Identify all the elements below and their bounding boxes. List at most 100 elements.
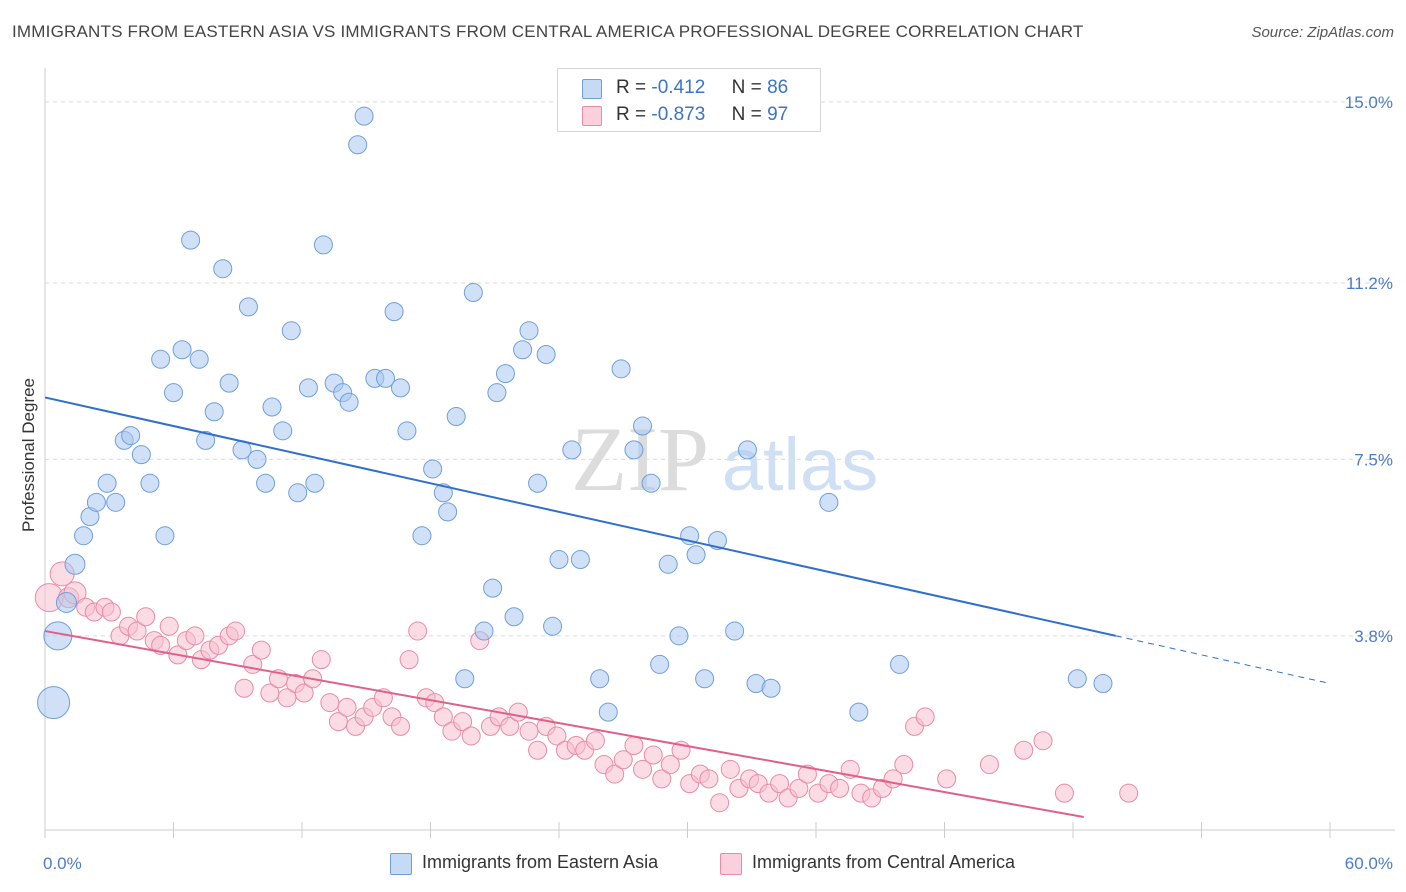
eastern-asia-point	[121, 426, 141, 446]
central-america-point	[789, 778, 809, 798]
eastern-asia-point	[1093, 674, 1113, 694]
eastern-asia-point	[455, 669, 475, 689]
eastern-asia-point	[611, 359, 631, 379]
central-america-point	[528, 740, 548, 760]
x-tick-label: 60.0%	[1345, 854, 1393, 873]
central-america-point	[408, 621, 428, 641]
eastern-asia-point	[219, 373, 239, 393]
grid	[45, 101, 1390, 637]
eastern-asia-point	[74, 526, 94, 546]
central-america-point	[519, 721, 539, 741]
eastern-asia-point	[590, 669, 610, 689]
eastern-asia-point	[513, 340, 533, 360]
central-america-point	[547, 726, 567, 746]
trend-lines	[44, 396, 1331, 818]
central-america-trend-line	[44, 630, 1084, 818]
central-america-point	[720, 759, 740, 779]
n-label: N =	[731, 104, 762, 125]
blue-swatch	[582, 79, 602, 99]
eastern-asia-point	[106, 492, 126, 512]
central-america-point	[770, 774, 790, 794]
eastern-asia-point	[562, 440, 582, 460]
eastern-asia-point	[669, 626, 689, 646]
pink-swatch	[720, 853, 742, 875]
central-america-point	[797, 764, 817, 784]
central-america-point	[937, 769, 957, 789]
legend-label: Immigrants from Central America	[752, 852, 1016, 872]
y-axis-label: Professional Degree	[19, 378, 38, 532]
central-america-point	[585, 731, 605, 751]
central-america-point	[453, 712, 473, 732]
eastern-asia-point	[151, 349, 171, 369]
central-america-point	[643, 745, 663, 765]
y-tick-labels: 3.8% 7.5% 11.2% 15.0%	[1345, 93, 1393, 646]
central-america-point	[234, 678, 254, 698]
eastern-asia-point	[624, 440, 644, 460]
x-tick-labels: 0.0% 60.0%	[43, 854, 1393, 873]
eastern-asia-point	[433, 483, 453, 503]
eastern-asia-point	[384, 302, 404, 322]
eastern-asia-point	[543, 616, 563, 636]
eastern-asia-point	[519, 321, 539, 341]
y-tick-label: 11.2%	[1346, 274, 1393, 293]
central-america-point	[894, 755, 914, 775]
pink-swatch	[582, 106, 602, 126]
eastern-asia-point	[412, 526, 432, 546]
central-america-point	[433, 707, 453, 727]
eastern-asia-point	[37, 686, 71, 720]
eastern-asia-point	[528, 473, 548, 493]
n-value: 86	[767, 77, 789, 98]
central-america-point	[391, 716, 411, 736]
central-america-point	[652, 769, 672, 789]
central-america-point	[101, 602, 121, 622]
central-america-points	[34, 561, 1139, 813]
y-tick-label: 7.5%	[1354, 450, 1393, 469]
central-america-point	[500, 716, 520, 736]
x-tick-label: 0.0%	[43, 854, 82, 873]
eastern-asia-point	[273, 421, 293, 441]
central-america-point	[624, 735, 644, 755]
eastern-asia-point	[376, 368, 396, 388]
eastern-asia-point	[348, 135, 368, 155]
n-label: N =	[731, 77, 762, 98]
central-america-point	[830, 778, 850, 798]
stats-legend: R = -0.412 N = 86 R = -0.873 N = 97	[557, 68, 821, 132]
eastern-asia-point	[288, 483, 308, 503]
eastern-asia-point	[155, 526, 175, 546]
eastern-asia-point	[281, 321, 301, 341]
central-america-point	[710, 793, 730, 813]
blue-swatch	[390, 853, 412, 875]
eastern-asia-point	[339, 392, 359, 412]
eastern-asia-point	[298, 378, 318, 398]
central-america-point	[605, 764, 625, 784]
y-tick-label: 15.0%	[1345, 93, 1393, 112]
eastern-asia-point	[140, 473, 160, 493]
series-legend: Immigrants from Eastern Asia Immigrants …	[0, 852, 1406, 878]
eastern-asia-point	[164, 383, 183, 403]
watermark-atlas: atlas	[722, 423, 878, 506]
central-america-point	[311, 650, 331, 670]
y-tick-label: 3.8%	[1354, 627, 1393, 646]
stats-text: R = -0.873 N = 97	[616, 104, 788, 126]
eastern-asia-point	[213, 259, 233, 279]
eastern-asia-point	[686, 545, 706, 565]
eastern-asia-point	[650, 654, 670, 674]
central-america-point	[320, 693, 340, 713]
central-america-point	[613, 750, 633, 770]
eastern-asia-point	[313, 235, 333, 255]
legend-label: Immigrants from Eastern Asia	[422, 852, 659, 872]
n-value: 97	[767, 104, 789, 125]
central-america-point	[915, 707, 935, 727]
chart-title: IMMIGRANTS FROM EASTERN ASIA VS IMMIGRAN…	[12, 22, 1084, 41]
eastern-asia-point	[483, 578, 503, 598]
central-america-point	[633, 759, 653, 779]
central-america-point	[185, 626, 205, 646]
r-value: -0.412	[651, 77, 706, 98]
eastern-asia-point	[849, 702, 869, 722]
central-america-point	[1119, 783, 1139, 803]
eastern-asia-point	[549, 550, 569, 570]
eastern-asia-point	[204, 402, 224, 422]
eastern-asia-point	[707, 530, 727, 550]
central-america-point	[151, 635, 171, 655]
